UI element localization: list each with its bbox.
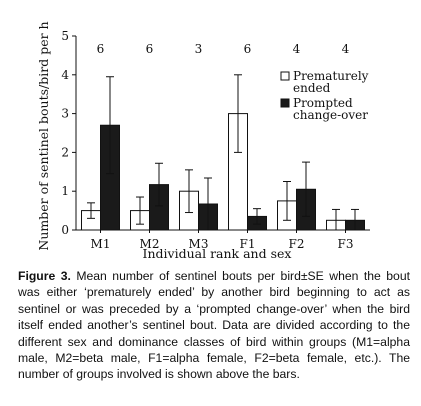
legend-swatch-prompted-change-over (280, 98, 290, 108)
x-tick-label: F2 (289, 237, 305, 251)
y-tick-label: 2 (61, 145, 69, 159)
x-tick-label: M3 (189, 237, 209, 251)
y-tick-label: 5 (61, 29, 69, 43)
legend-label: Prompted (293, 96, 353, 110)
bar-chart: 0 1 2 3 4 5 6 6 3 6 4 4 M1 M2 M3 F1 F2 F3 Number of sen… (36, 21, 370, 261)
group-count-label: 4 (342, 42, 350, 56)
x-tick-label: M2 (140, 237, 160, 251)
legend-label: ended (293, 81, 331, 95)
y-axis: 0 1 2 3 4 5 (61, 29, 77, 237)
figure-caption: Figure 3. Mean number of sentinel bouts … (18, 268, 410, 383)
group-count-label: 4 (293, 42, 301, 56)
y-tick-label: 1 (61, 184, 69, 198)
bars: 6 6 3 6 4 4 (81, 42, 365, 231)
group-count-label: 6 (97, 42, 105, 56)
y-axis-label: Number of sentinel bouts/bird per h (36, 21, 51, 250)
x-tick-label: F1 (240, 237, 256, 251)
legend-label: Prematurely (293, 69, 369, 83)
y-tick-label: 0 (61, 223, 69, 237)
legend-swatch-prematurely-ended (280, 71, 290, 81)
group-count-label: 3 (195, 42, 203, 56)
caption-label: Figure 3. (18, 269, 71, 283)
caption-text: Mean number of sentinel bouts per bird±S… (18, 269, 410, 382)
group-count-label: 6 (244, 42, 252, 56)
x-axis: M1 M2 M3 F1 F2 F3 (76, 229, 370, 251)
legend-label: change-over (293, 108, 368, 122)
y-tick-label: 3 (61, 107, 69, 121)
x-axis-label: Individual rank and sex (143, 246, 292, 261)
x-tick-label: F3 (338, 237, 354, 251)
x-tick-label: M1 (91, 237, 111, 251)
group-count-label: 6 (146, 42, 154, 56)
y-tick-label: 4 (61, 68, 69, 82)
